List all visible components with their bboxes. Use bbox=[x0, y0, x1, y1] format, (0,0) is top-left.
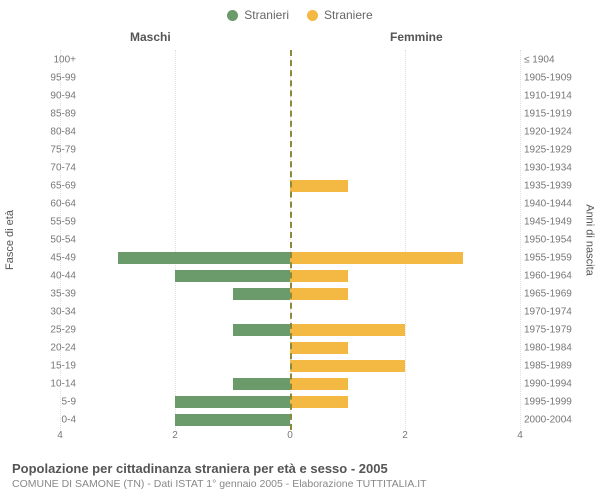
y-left-label: 85-89 bbox=[6, 108, 76, 119]
left-column-title: Maschi bbox=[130, 30, 171, 44]
y-left-label: 10-14 bbox=[6, 379, 76, 390]
bar-female bbox=[290, 342, 348, 354]
y-left-label: 65-69 bbox=[6, 180, 76, 191]
y-left-label: 40-44 bbox=[6, 271, 76, 282]
bar-female bbox=[290, 180, 348, 192]
y-right-label: 1950-1954 bbox=[524, 235, 594, 246]
y-right-label: 1995-1999 bbox=[524, 397, 594, 408]
y-right-label: 1915-1919 bbox=[524, 108, 594, 119]
x-tick-label: 2 bbox=[402, 430, 408, 441]
y-right-label: 1930-1934 bbox=[524, 162, 594, 173]
y-right-label: 1960-1964 bbox=[524, 271, 594, 282]
bar-female bbox=[290, 378, 348, 390]
bar-male bbox=[118, 252, 291, 264]
gridline bbox=[175, 50, 176, 430]
y-left-label: 70-74 bbox=[6, 162, 76, 173]
bar-female bbox=[290, 360, 405, 372]
bar-female bbox=[290, 252, 463, 264]
plot-area bbox=[60, 50, 520, 430]
y-left-label: 20-24 bbox=[6, 343, 76, 354]
bar-female bbox=[290, 270, 348, 282]
y-right-label: 1955-1959 bbox=[524, 253, 594, 264]
legend-label-male: Stranieri bbox=[244, 8, 289, 22]
y-left-label: 5-9 bbox=[6, 397, 76, 408]
y-right-label: 1945-1949 bbox=[524, 216, 594, 227]
y-left-label: 25-29 bbox=[6, 325, 76, 336]
y-left-label: 15-19 bbox=[6, 361, 76, 372]
y-right-label: 1980-1984 bbox=[524, 343, 594, 354]
bar-male bbox=[175, 396, 290, 408]
y-left-label: 45-49 bbox=[6, 253, 76, 264]
chart-legend: Stranieri Straniere bbox=[0, 0, 600, 22]
y-right-label: 1975-1979 bbox=[524, 325, 594, 336]
y-left-label: 60-64 bbox=[6, 198, 76, 209]
y-left-label: 55-59 bbox=[6, 216, 76, 227]
gridline bbox=[520, 50, 521, 430]
y-left-label: 80-84 bbox=[6, 126, 76, 137]
y-left-label: 100+ bbox=[6, 54, 76, 65]
center-axis bbox=[290, 50, 292, 430]
chart-footer: Popolazione per cittadinanza straniera p… bbox=[12, 461, 427, 490]
y-right-label: 1970-1974 bbox=[524, 307, 594, 318]
y-right-label: 2000-2004 bbox=[524, 415, 594, 426]
y-right-label: 1985-1989 bbox=[524, 361, 594, 372]
y-right-label: 1910-1914 bbox=[524, 90, 594, 101]
y-left-label: 35-39 bbox=[6, 289, 76, 300]
legend-item-male: Stranieri bbox=[227, 8, 289, 22]
y-left-label: 95-99 bbox=[6, 72, 76, 83]
legend-swatch-male bbox=[227, 10, 238, 21]
chart: Maschi Femmine Fasce di età Anni di nasc… bbox=[0, 30, 600, 450]
bar-male bbox=[233, 288, 291, 300]
y-right-label: 1905-1909 bbox=[524, 72, 594, 83]
y-left-label: 75-79 bbox=[6, 144, 76, 155]
y-right-label: 1920-1924 bbox=[524, 126, 594, 137]
bar-male bbox=[175, 270, 290, 282]
chart-title: Popolazione per cittadinanza straniera p… bbox=[12, 461, 427, 476]
legend-swatch-female bbox=[307, 10, 318, 21]
y-right-label: ≤ 1904 bbox=[524, 54, 594, 65]
female-panel bbox=[290, 50, 520, 430]
y-right-label: 1990-1994 bbox=[524, 379, 594, 390]
y-left-label: 90-94 bbox=[6, 90, 76, 101]
bar-female bbox=[290, 396, 348, 408]
x-tick-label: 0 bbox=[287, 430, 293, 441]
bar-female bbox=[290, 324, 405, 336]
y-right-label: 1965-1969 bbox=[524, 289, 594, 300]
bar-male bbox=[233, 324, 291, 336]
gridline bbox=[405, 50, 406, 430]
y-right-label: 1935-1939 bbox=[524, 180, 594, 191]
right-column-title: Femmine bbox=[390, 30, 443, 44]
bar-female bbox=[290, 288, 348, 300]
x-tick-label: 4 bbox=[517, 430, 523, 441]
y-right-label: 1925-1929 bbox=[524, 144, 594, 155]
bar-male bbox=[175, 414, 290, 426]
x-tick-label: 2 bbox=[172, 430, 178, 441]
bar-male bbox=[233, 378, 291, 390]
x-tick-label: 4 bbox=[57, 430, 63, 441]
chart-subtitle: COMUNE DI SAMONE (TN) - Dati ISTAT 1° ge… bbox=[12, 478, 427, 490]
y-left-label: 50-54 bbox=[6, 235, 76, 246]
y-right-label: 1940-1944 bbox=[524, 198, 594, 209]
legend-label-female: Straniere bbox=[324, 8, 373, 22]
y-left-label: 30-34 bbox=[6, 307, 76, 318]
legend-item-female: Straniere bbox=[307, 8, 373, 22]
y-left-label: 0-4 bbox=[6, 415, 76, 426]
male-panel bbox=[60, 50, 290, 430]
